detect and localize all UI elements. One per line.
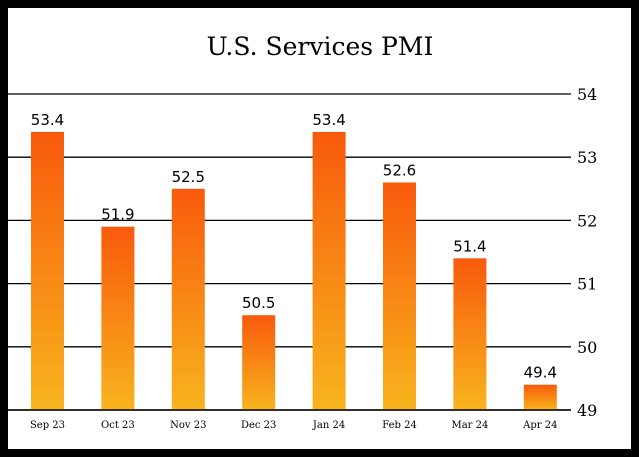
data-labels: 53.4 51.9 52.5 50.5 53.4 52.6 51.4 49.4 (31, 111, 557, 382)
x-tick-label: Dec 23 (241, 420, 276, 431)
bar (453, 258, 487, 410)
data-label: 52.5 (172, 168, 205, 186)
x-tick-label: Sep 23 (30, 420, 65, 431)
data-label: 53.4 (31, 111, 64, 129)
data-label: 50.5 (242, 294, 275, 312)
x-tick-label: Apr 24 (522, 420, 557, 431)
data-label: 53.4 (312, 111, 345, 129)
y-axis-ticks: 49 50 51 52 53 54 (577, 85, 597, 420)
data-label: 52.6 (383, 161, 416, 179)
data-label: 51.9 (101, 206, 134, 224)
bar (101, 226, 135, 410)
chart-frame: U.S. Services PMI 53.4 51.9 52.5 50.5 53.4 52… (8, 8, 631, 449)
y-tick-label: 53 (577, 148, 597, 167)
y-tick-label: 51 (577, 275, 597, 294)
x-tick-label: Oct 23 (101, 420, 135, 431)
x-tick-label: Nov 23 (170, 420, 206, 431)
y-tick-label: 49 (577, 401, 597, 420)
y-tick-label: 54 (577, 85, 597, 104)
bar (31, 131, 64, 411)
y-tick-label: 52 (577, 211, 597, 230)
y-tick-label: 50 (577, 338, 597, 357)
bar (312, 131, 346, 411)
bar (171, 188, 205, 410)
bar (523, 384, 557, 410)
data-label: 51.4 (453, 237, 486, 255)
bar (383, 182, 416, 410)
data-label: 49.4 (524, 364, 557, 382)
x-tick-label: Mar 24 (451, 420, 488, 431)
x-tick-label: Jan 24 (312, 420, 345, 431)
x-axis-ticks: Sep 23 Oct 23 Nov 23 Dec 23 Jan 24 Feb 24 Mar … (30, 420, 557, 431)
bar (242, 315, 276, 410)
chart-title: U.S. Services PMI (207, 32, 434, 61)
chart: U.S. Services PMI 53.4 51.9 52.5 50.5 53.4 52… (8, 32, 597, 431)
x-tick-label: Feb 24 (382, 420, 417, 431)
bars (8, 131, 571, 411)
